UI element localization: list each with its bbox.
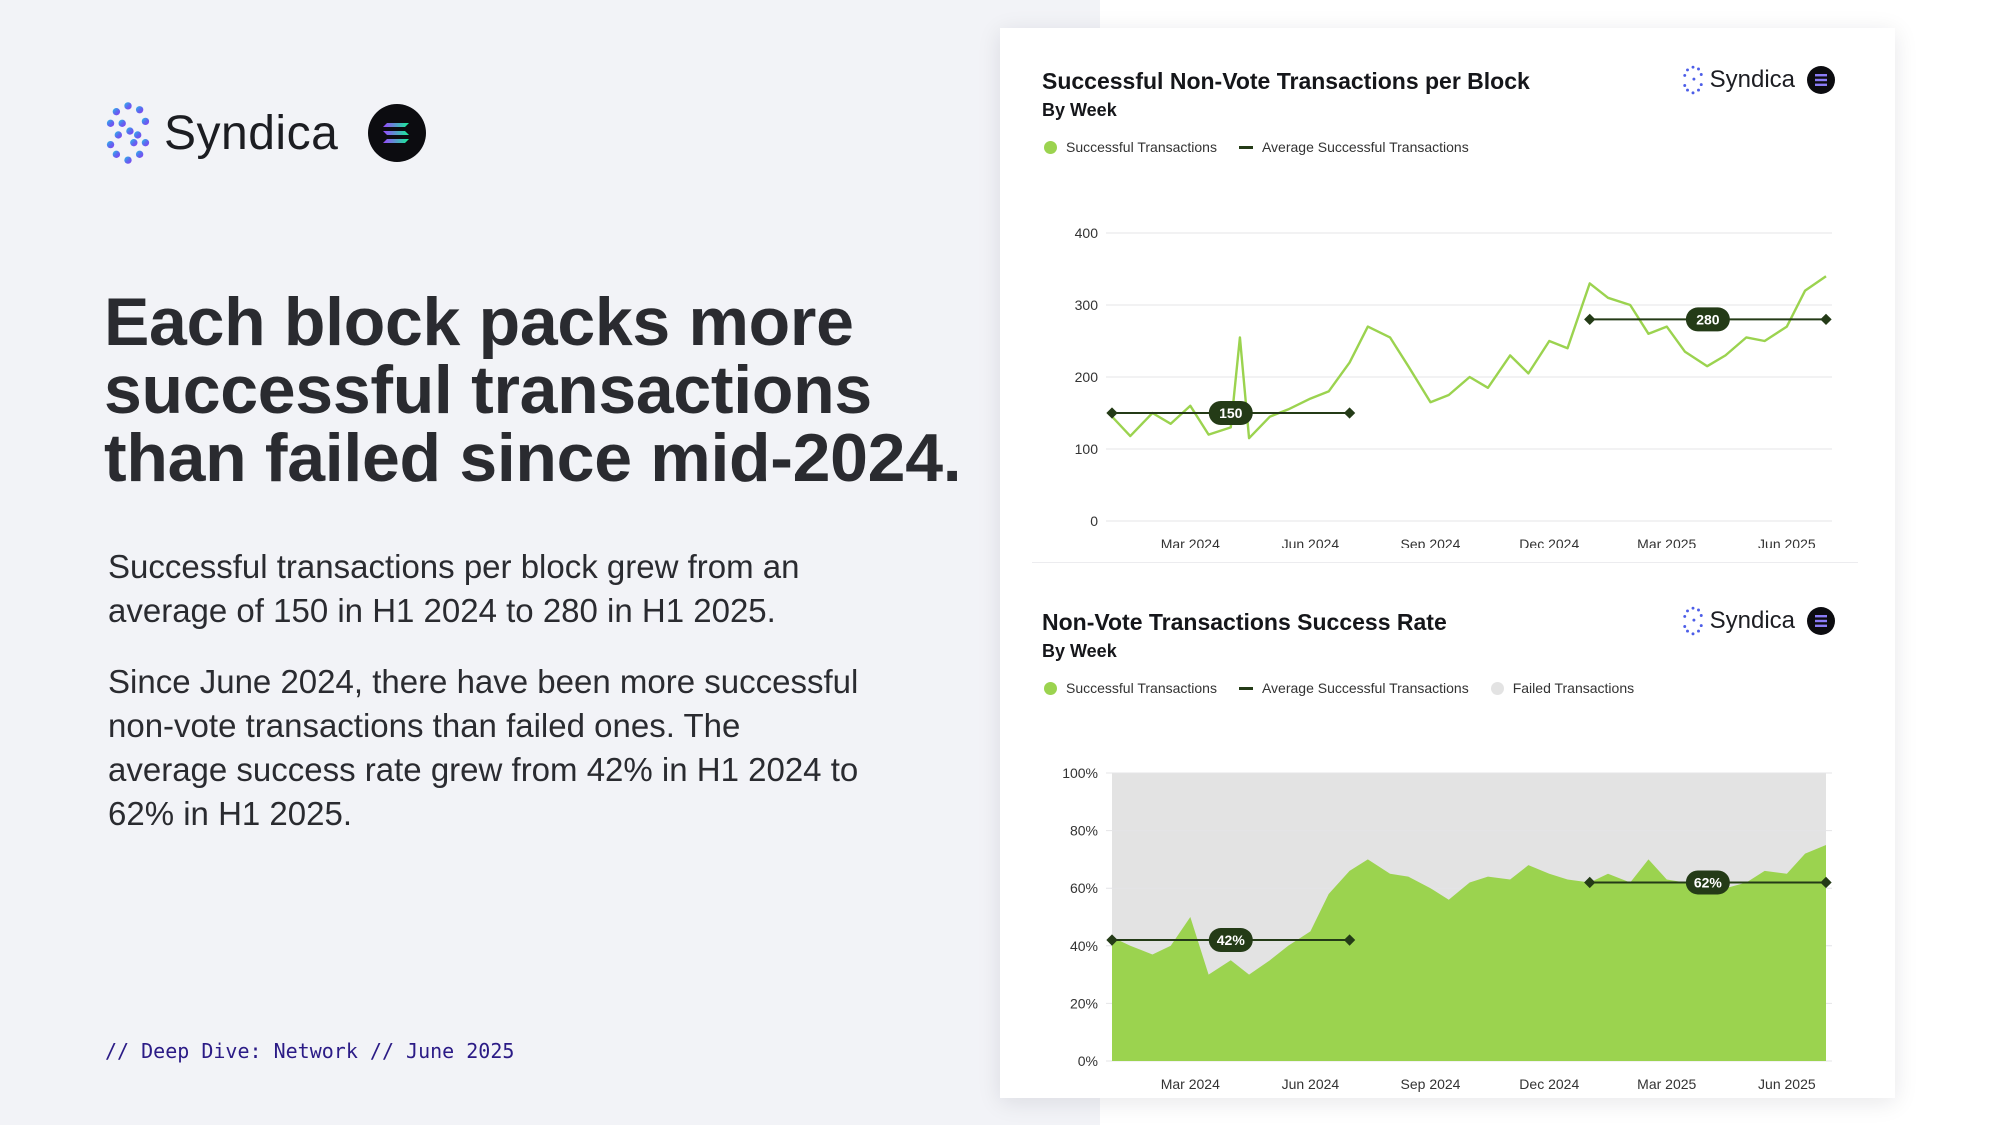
chart-1-plot: 0 100 200 300 400 Mar 2024 Jun 2024 Sep 2024 Dec… bbox=[1075, 225, 1832, 548]
average-endpoint bbox=[1106, 407, 1118, 419]
x-tick-label: Jun 2024 bbox=[1282, 536, 1340, 548]
legend-swatch bbox=[1238, 145, 1253, 149]
y-tick-label: 40% bbox=[1070, 938, 1098, 954]
legend-swatch bbox=[1044, 681, 1057, 695]
x-tick-label: Mar 2024 bbox=[1161, 536, 1220, 548]
x-tick-label: Jun 2025 bbox=[1758, 536, 1816, 548]
solana-icon bbox=[1807, 66, 1835, 94]
average-badge bbox=[1208, 928, 1253, 953]
average-badge bbox=[1685, 307, 1730, 332]
x-tick-label: Jun 2025 bbox=[1758, 1076, 1816, 1092]
average-endpoint bbox=[1106, 934, 1118, 946]
x-tick-label: Mar 2025 bbox=[1637, 1076, 1696, 1092]
x-tick-label: Dec 2024 bbox=[1519, 1076, 1579, 1092]
x-tick-label: Sep 2024 bbox=[1401, 536, 1461, 548]
y-tick-label: 400 bbox=[1075, 225, 1099, 241]
y-tick-label: 0 bbox=[1090, 513, 1098, 529]
syndica-logo-icon bbox=[1682, 65, 1703, 95]
chart-brand-name: Syndica bbox=[1709, 607, 1795, 634]
y-tick-label: 20% bbox=[1070, 995, 1098, 1011]
average-label: 62% bbox=[1694, 874, 1723, 890]
charts-card: Successful Non-Vote Transactions per Blo… bbox=[1000, 28, 1895, 1098]
legend-label: Average Successful Transactions bbox=[1261, 139, 1469, 155]
legend-label: Successful Transactions bbox=[1066, 139, 1217, 155]
solana-icon bbox=[368, 104, 427, 162]
y-tick-label: 80% bbox=[1070, 823, 1098, 839]
x-tick-label: Mar 2025 bbox=[1637, 536, 1696, 548]
legend-swatch bbox=[1044, 140, 1057, 154]
average-endpoint bbox=[1820, 313, 1832, 326]
chart-2-brand: Syndica bbox=[1682, 605, 1835, 637]
legend-item-failed: Failed Transactions bbox=[1490, 680, 1635, 696]
summary-paragraph-2: Since June 2024, there have been more su… bbox=[108, 663, 859, 832]
average-badge bbox=[1208, 401, 1253, 425]
legend-swatch bbox=[1238, 686, 1253, 690]
legend-swatch bbox=[1490, 681, 1504, 695]
x-tick-label: Dec 2024 bbox=[1519, 536, 1579, 548]
legend-item-successful: Successful Transactions bbox=[1044, 139, 1217, 155]
footer-tag: // Deep Dive: Network // June 2025 bbox=[105, 1039, 515, 1063]
brand-name: Syndica bbox=[164, 106, 339, 160]
chart-1-brand: Syndica bbox=[1682, 64, 1835, 96]
average-endpoint bbox=[1820, 876, 1832, 889]
chart-2-legend: Successful Transactions Average Successf… bbox=[1044, 680, 1656, 696]
chart-2-subtitle: By Week bbox=[1042, 641, 1117, 661]
left-panel: Syndica Each block packs more successful… bbox=[0, 0, 1100, 1125]
headline: Each block packs more successful transac… bbox=[104, 284, 962, 496]
average-endpoint bbox=[1584, 313, 1596, 326]
average-endpoint bbox=[1343, 407, 1356, 419]
average-endpoint bbox=[1584, 876, 1596, 889]
average-label: 150 bbox=[1219, 405, 1243, 421]
chart-2-title: Non-Vote Transactions Success Rate bbox=[1042, 609, 1447, 635]
chart-1-title: Successful Non-Vote Transactions per Blo… bbox=[1042, 68, 1530, 94]
success-area bbox=[1112, 845, 1826, 1061]
syndica-logo-icon bbox=[106, 102, 150, 164]
y-tick-label: 0% bbox=[1078, 1053, 1098, 1069]
card-divider bbox=[1032, 562, 1858, 563]
x-tick-label: Mar 2024 bbox=[1161, 1076, 1220, 1092]
x-tick-label: Jun 2024 bbox=[1282, 1076, 1340, 1092]
legend-item-average: Average Successful Transactions bbox=[1238, 139, 1469, 155]
legend-item-average: Average Successful Transactions bbox=[1238, 680, 1469, 696]
y-tick-label: 300 bbox=[1075, 297, 1099, 313]
legend-label: Successful Transactions bbox=[1066, 680, 1217, 696]
chart-brand-name: Syndica bbox=[1709, 66, 1795, 93]
y-tick-label: 100% bbox=[1062, 765, 1098, 781]
brand-header: Syndica bbox=[104, 102, 427, 164]
y-tick-label: 60% bbox=[1070, 880, 1098, 896]
summary-paragraph-1: Successful transactions per block grew f… bbox=[108, 548, 800, 629]
legend-item-successful: Successful Transactions bbox=[1044, 680, 1217, 696]
y-tick-label: 200 bbox=[1075, 369, 1099, 385]
chart-2-plot: 0% 20% 40% 60% 80% 100% Mar 2024 Jun 2024 Sep 20… bbox=[1062, 765, 1832, 1092]
average-badge bbox=[1685, 870, 1730, 895]
chart-1-legend: Successful Transactions Average Successf… bbox=[1044, 139, 1491, 155]
average-label: 280 bbox=[1696, 311, 1720, 327]
y-tick-label: 100 bbox=[1075, 441, 1099, 457]
solana-icon bbox=[1807, 607, 1835, 635]
syndica-logo-icon bbox=[1682, 606, 1703, 636]
x-tick-label: Sep 2024 bbox=[1401, 1076, 1461, 1092]
legend-label: Average Successful Transactions bbox=[1261, 680, 1469, 696]
legend-label: Failed Transactions bbox=[1512, 680, 1635, 696]
average-label: 42% bbox=[1217, 932, 1246, 948]
chart-1-subtitle: By Week bbox=[1042, 100, 1117, 120]
